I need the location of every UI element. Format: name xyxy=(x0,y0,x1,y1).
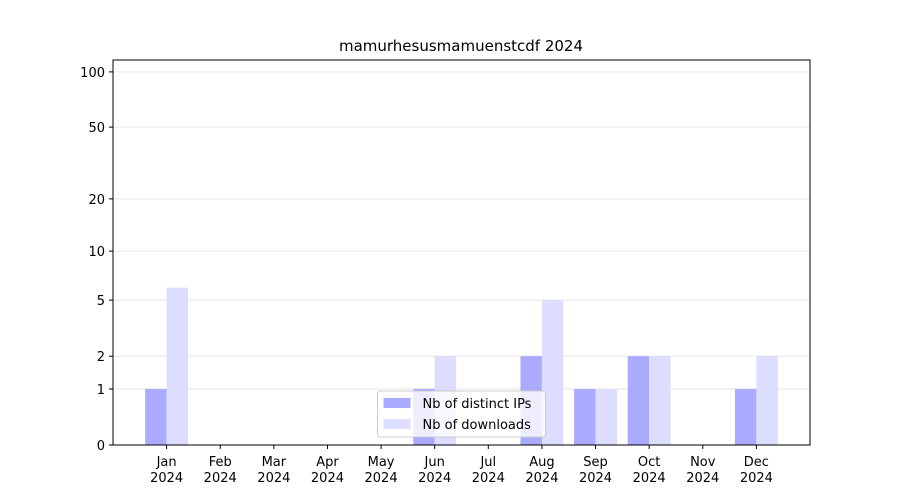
bar xyxy=(574,388,596,445)
bar xyxy=(649,356,671,445)
plot-area: 0 1 2 5 10 20 50 100 Jan 2024 Feb 2024 Mar 2024 Apr 202… xyxy=(80,59,811,486)
x-tick-label: Nov 2024 xyxy=(686,455,719,486)
y-tick-label: 5 xyxy=(97,294,105,309)
y-tick-label: 50 xyxy=(88,121,105,136)
bar xyxy=(627,356,650,445)
bar xyxy=(734,388,757,445)
y-tick-label: 20 xyxy=(88,193,105,208)
x-tick-label: Jul 2024 xyxy=(472,455,505,486)
x-tick-label: Jun 2024 xyxy=(418,455,451,486)
x-tick-label: Sep 2024 xyxy=(579,455,612,486)
legend-swatch xyxy=(383,419,411,429)
x-tick-label: Aug 2024 xyxy=(525,455,558,486)
bar xyxy=(756,356,778,445)
axes-frame xyxy=(112,59,811,446)
x-tick-label: Mar 2024 xyxy=(257,455,290,486)
x-tick-label: May 2024 xyxy=(365,455,398,486)
bar xyxy=(145,388,167,445)
y-tick-label: 0 xyxy=(97,439,105,454)
x-tick-label: Feb 2024 xyxy=(204,455,237,486)
legend-box xyxy=(377,390,546,438)
bar xyxy=(166,287,189,445)
bar xyxy=(595,388,617,445)
legend-swatch xyxy=(383,398,411,408)
legend-label: Nb of distinct IPs xyxy=(423,397,532,412)
x-tick-label: Dec 2024 xyxy=(740,455,773,486)
bar xyxy=(541,300,564,445)
y-tick-label: 10 xyxy=(88,245,105,260)
legend-label: Nb of downloads xyxy=(423,418,532,433)
chart-title: mamurhesusmamuenstcdf 2024 xyxy=(339,37,583,55)
y-tick-label: 1 xyxy=(97,383,105,398)
x-tick-label: Jan 2024 xyxy=(150,455,183,486)
x-tick-label: Apr 2024 xyxy=(311,455,344,486)
x-tick-label: Oct 2024 xyxy=(633,455,666,486)
y-tick-label: 2 xyxy=(97,350,105,365)
y-tick-label: 100 xyxy=(80,66,105,81)
